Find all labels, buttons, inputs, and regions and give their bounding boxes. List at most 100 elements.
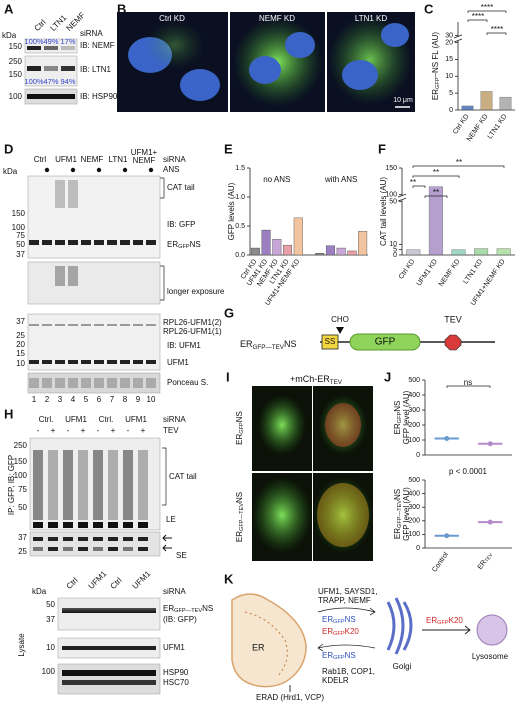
- smear: [108, 450, 118, 520]
- band: [33, 522, 43, 528]
- band: [27, 94, 75, 99]
- band: [94, 240, 104, 245]
- blot-label: (IB: GFP): [163, 615, 197, 624]
- cargo-label: ERGFPK20: [322, 627, 359, 637]
- y-tick-label: 100: [385, 192, 397, 199]
- construct-label: ERGFP—TEVNS: [240, 339, 297, 350]
- y-tick-label: 400: [408, 490, 420, 497]
- smear: [68, 180, 78, 208]
- label-part: K20: [345, 627, 360, 636]
- band: [62, 608, 156, 613]
- panel-label: E: [224, 141, 233, 156]
- y-tick-label: 500: [408, 477, 420, 484]
- nucleus: [285, 32, 315, 58]
- ans-dot: [122, 167, 128, 173]
- bar: [461, 105, 474, 111]
- band: [120, 360, 130, 364]
- y-tick-label: 500: [408, 377, 420, 384]
- subscript: GFP: [239, 422, 245, 434]
- ans-dot: [44, 167, 50, 173]
- label-part: ER: [393, 423, 402, 434]
- label-part: ER: [426, 616, 437, 625]
- band: [146, 378, 156, 388]
- band: [42, 378, 52, 388]
- subscript: GFP: [397, 411, 403, 423]
- y-tick-label: 0: [416, 452, 420, 459]
- band: [146, 324, 156, 326]
- axis-break: [454, 37, 462, 42]
- blot: [57, 597, 161, 631]
- tev-sign: +: [81, 426, 86, 435]
- lane-number: 7: [110, 395, 115, 404]
- band: [123, 522, 133, 528]
- subscript: GFP—TEV: [253, 344, 285, 351]
- panel-label: B: [117, 1, 126, 16]
- label-part: K20: [449, 616, 464, 625]
- bar: [261, 229, 271, 256]
- factor-label: UFM1, SAYSD1,: [318, 587, 377, 596]
- bar: [315, 253, 325, 256]
- smear: [93, 450, 103, 520]
- tev-sign: -: [37, 426, 40, 435]
- label-part: ER: [167, 240, 178, 249]
- marker: 100: [9, 92, 23, 101]
- y-tick-label: 0: [449, 107, 453, 114]
- band: [120, 324, 130, 326]
- annotation: p < 0.0001: [449, 467, 488, 476]
- marker: 37: [46, 615, 55, 624]
- signal: [145, 20, 205, 70]
- gfp-label: GFP: [375, 337, 396, 348]
- lane-label: Ctrl.: [39, 415, 54, 424]
- marker: 20: [16, 340, 25, 349]
- y-tick-label: 0.5: [235, 223, 245, 230]
- label-part: NS: [393, 489, 402, 500]
- lane-number: 2: [45, 395, 50, 404]
- panel-label: H: [4, 406, 13, 421]
- lane-label: Ctrl.: [99, 415, 114, 424]
- kda-label: kDa: [32, 587, 47, 596]
- band: [146, 360, 156, 364]
- bar: [480, 91, 493, 111]
- lane-number: 4: [71, 395, 76, 404]
- image-label: Ctrl KD: [159, 14, 185, 23]
- y-axis-label: GFP level (AU): [402, 390, 411, 444]
- sig-bracket: [467, 10, 507, 13]
- lane-label: NEMF: [133, 156, 156, 165]
- band: [42, 240, 52, 245]
- band: [62, 670, 156, 676]
- signal-sequence: [321, 334, 339, 350]
- marker: 75: [16, 231, 25, 240]
- median-point: [444, 533, 450, 539]
- marker: 50: [18, 503, 27, 512]
- lane-label: Ctrl: [65, 576, 80, 591]
- band: [81, 378, 91, 388]
- x-tick-label: NEMF KD: [438, 258, 462, 288]
- y-tick-label: 1.0: [235, 194, 245, 201]
- blot: [27, 261, 161, 305]
- smear: [55, 266, 65, 286]
- marker: 250: [14, 441, 28, 450]
- band: [138, 522, 148, 528]
- bar: [358, 231, 368, 256]
- bar: [474, 248, 489, 256]
- band: [63, 547, 73, 551]
- blot-label: IB: LTN1: [80, 65, 112, 74]
- band: [94, 378, 104, 388]
- band: [68, 378, 78, 388]
- legend-label: no ANS: [263, 175, 290, 184]
- y-tick-label: 10: [389, 241, 397, 248]
- band: [78, 547, 88, 551]
- marker: 15: [16, 349, 25, 358]
- blot-label: UFM1: [167, 358, 189, 367]
- y-tick-label: 100: [408, 531, 420, 538]
- label-part: ER: [322, 615, 333, 624]
- label-part: NS: [345, 615, 356, 624]
- y-axis-label: ERGFP–NS FL (AU): [431, 32, 441, 100]
- tev-sign: -: [97, 426, 100, 435]
- band: [78, 522, 88, 528]
- smear: [138, 450, 148, 520]
- cargo-label: ERGFPK20: [426, 616, 463, 626]
- bracket: [160, 265, 165, 301]
- panel-label: K: [224, 571, 234, 586]
- marker: 100: [42, 667, 56, 676]
